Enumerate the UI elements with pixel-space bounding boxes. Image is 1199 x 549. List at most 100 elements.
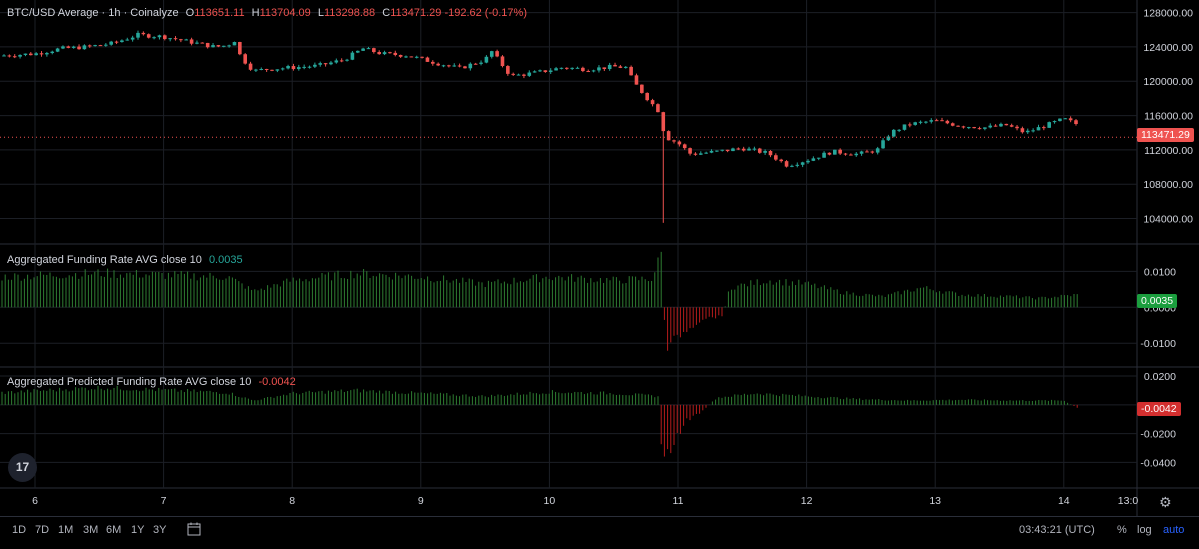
candle-body — [7, 55, 12, 57]
candle-body — [538, 70, 542, 72]
candle-body — [924, 121, 928, 123]
candle-body — [752, 148, 757, 150]
candle-body — [999, 123, 1003, 127]
candle-body — [71, 46, 76, 48]
candle-body — [763, 151, 767, 153]
price-legend: BTC/USD Average · 1h · Coinalyze O113651… — [7, 7, 527, 19]
candle-body — [184, 39, 189, 41]
predicted-last-tag: -0.0042 — [1137, 402, 1181, 416]
candle-body — [511, 73, 515, 75]
price-tick-label: 112000.00 — [1144, 145, 1193, 157]
tradingview-logo[interactable]: 17 — [8, 453, 37, 482]
candle-body — [747, 148, 751, 151]
candle-body — [173, 38, 178, 40]
candle-body — [12, 56, 17, 58]
log-scale-button[interactable]: log — [1137, 524, 1152, 536]
timeframe-3m-button[interactable]: 3M — [83, 524, 99, 536]
candle-body — [956, 125, 960, 127]
candle-body — [940, 120, 944, 122]
candle-body — [833, 149, 837, 155]
utc-clock[interactable]: 03:43:21 (UTC) — [1019, 524, 1095, 536]
candle-body — [248, 63, 253, 70]
candle-body — [870, 151, 875, 153]
timeframe-7d-button[interactable]: 7D — [35, 524, 50, 536]
candle-body — [897, 129, 901, 131]
candle-body — [45, 53, 49, 55]
candle-body — [1015, 126, 1019, 129]
predicted-title: Aggregated Predicted Funding Rate AVG cl… — [7, 376, 252, 388]
candle-body — [2, 55, 6, 57]
candle-body — [693, 153, 698, 155]
timeframe-1m-button[interactable]: 1M — [58, 524, 74, 536]
candle-body — [816, 157, 821, 159]
time-tick-label: 8 — [289, 495, 295, 507]
candle-body — [232, 42, 237, 46]
candle-body — [715, 150, 719, 152]
candle-body — [688, 148, 692, 154]
candle-body — [468, 63, 473, 69]
time-tick-label: 9 — [418, 495, 424, 507]
candle-body — [136, 32, 140, 38]
candle-body — [447, 65, 451, 67]
candle-body — [929, 120, 934, 122]
candle-body — [774, 155, 778, 160]
price-tick-label: 128000.00 — [1143, 8, 1193, 20]
price-tick-label: 108000.00 — [1143, 179, 1193, 191]
candle-body — [104, 44, 108, 46]
percent-scale-button[interactable]: % — [1117, 524, 1127, 536]
candle-body — [623, 66, 628, 68]
candle-body — [238, 42, 242, 55]
candle-body — [961, 126, 966, 128]
timeframe-3y-button[interactable]: 3Y — [153, 524, 167, 536]
gear-icon[interactable]: ⚙ — [1159, 494, 1172, 510]
candle-body — [559, 67, 564, 69]
candle-body — [382, 52, 387, 55]
candle-body — [913, 122, 917, 125]
candle-body — [189, 39, 194, 44]
candle-body — [484, 56, 489, 63]
candle-body — [318, 63, 323, 65]
candle-body — [420, 56, 424, 58]
candle-body — [650, 100, 655, 105]
candle-body — [677, 141, 682, 145]
candle-body — [720, 149, 725, 151]
candle-body — [565, 67, 569, 69]
date-range-icon[interactable] — [186, 521, 202, 540]
candle-body — [607, 64, 612, 70]
candle-body — [666, 131, 671, 141]
bottom-toolbar: 1D 7D 1M 3M 6M 1Y 3Y 03:43:21 (UTC) % lo… — [0, 516, 1199, 549]
candle-body — [972, 127, 976, 129]
candle-body — [597, 67, 601, 71]
candle-body — [1031, 130, 1035, 132]
candle-body — [495, 51, 499, 57]
candle-body — [849, 154, 853, 156]
price-tick-label: 116000.00 — [1144, 111, 1193, 123]
candle-body — [457, 65, 462, 67]
auto-scale-button[interactable]: auto — [1163, 524, 1185, 536]
candle-body — [1068, 118, 1073, 121]
chart-canvas[interactable]: 128000.00 124000.00 120000.00 116000.00 1120… — [0, 0, 1199, 516]
candle-body — [575, 67, 580, 69]
candle-body — [372, 48, 376, 53]
candle-body — [339, 60, 344, 62]
candle-body — [640, 84, 644, 93]
candle-body — [591, 70, 596, 72]
candle-body — [436, 63, 440, 66]
candle-body — [259, 68, 264, 70]
time-tick-label: 14 — [1058, 495, 1070, 507]
candle-body — [784, 161, 789, 167]
candle-body — [902, 124, 907, 130]
timeframe-6m-button[interactable]: 6M — [106, 524, 122, 536]
candle-body — [93, 45, 97, 47]
candle-body — [945, 120, 950, 124]
candle-body — [205, 42, 210, 48]
candle-body — [441, 65, 446, 67]
candle-body — [334, 60, 339, 63]
candle-body — [881, 140, 885, 149]
timeframe-1y-button[interactable]: 1Y — [131, 524, 145, 536]
candle-body — [586, 71, 591, 73]
last-price-tag: 113471.29 — [1137, 128, 1194, 142]
timeframe-1d-button[interactable]: 1D — [12, 524, 27, 536]
predicted-legend: Aggregated Predicted Funding Rate AVG cl… — [7, 376, 296, 388]
candle-body — [313, 64, 317, 67]
